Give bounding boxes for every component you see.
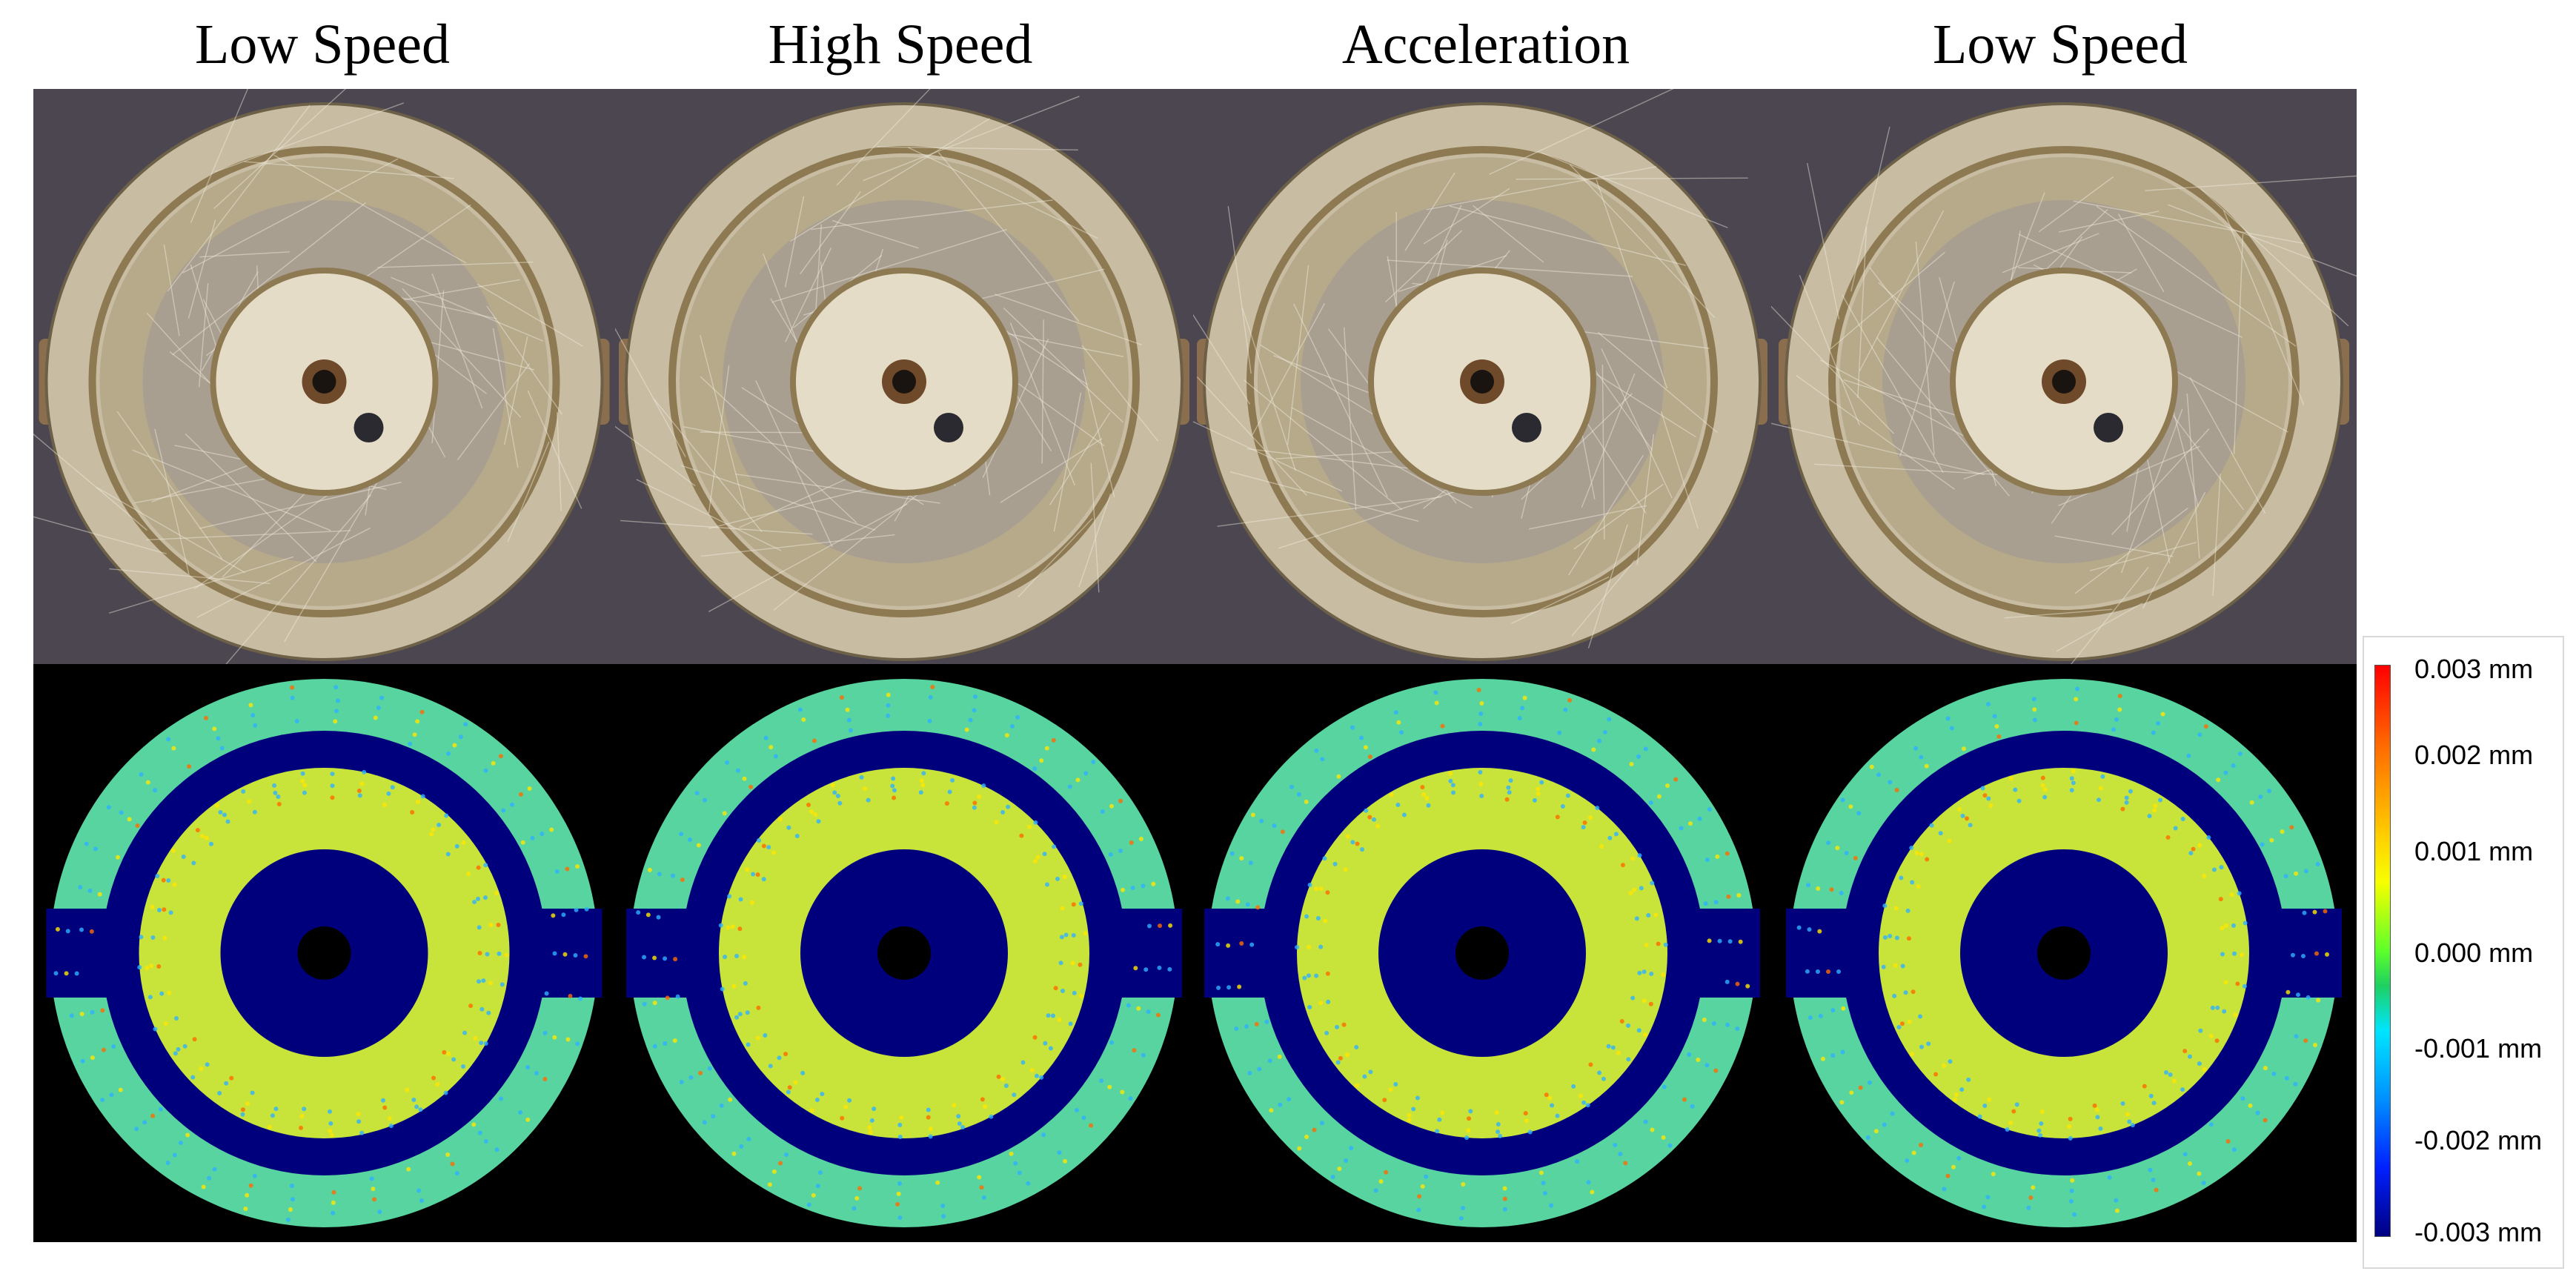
heatmap-disc-4 <box>1771 664 2357 1242</box>
disc-heatmap-drawing <box>626 679 1182 1227</box>
disc-heatmap-drawing <box>46 679 602 1227</box>
column-title-4: Low Speed <box>1932 13 2188 76</box>
colorbar-label-max: 0.003 mm <box>2414 654 2534 684</box>
colorbar-label-min: -0.003 mm <box>2414 1217 2543 1247</box>
disc-heatmap-drawing <box>1786 679 2342 1227</box>
colorbar-label-neg1: -0.001 mm <box>2414 1033 2543 1064</box>
photo-disc-3 <box>1193 89 1771 667</box>
column-title-2: High Speed <box>768 13 1033 76</box>
disc-photo-drawing <box>33 89 610 667</box>
column-title-1: Low Speed <box>194 13 451 76</box>
disc-photo-drawing <box>615 89 1189 661</box>
colorbar-gradient <box>2374 665 2391 1237</box>
colorbar-label-2: 0.002 mm <box>2414 740 2534 770</box>
colorbar-label-1: 0.001 mm <box>2414 836 2534 866</box>
photo-disc-4 <box>1771 89 2357 667</box>
heatmap-disc-2 <box>615 664 1193 1242</box>
colorbar-label-neg2: -0.002 mm <box>2414 1125 2543 1155</box>
heatmap-disc-3 <box>1193 664 1771 1242</box>
heatmap-disc-1 <box>33 664 615 1242</box>
photo-disc-1 <box>33 89 615 667</box>
disc-heatmap-drawing <box>1204 679 1760 1227</box>
colorbar-frame <box>2363 636 2564 1269</box>
disc-photo-drawing <box>1193 89 1767 661</box>
disc-photo-drawing <box>1771 102 2357 667</box>
colorbar-label-zero: 0.000 mm <box>2414 938 2534 968</box>
column-title-3: Acceleration <box>1341 13 1630 76</box>
photo-disc-2 <box>615 89 1193 667</box>
